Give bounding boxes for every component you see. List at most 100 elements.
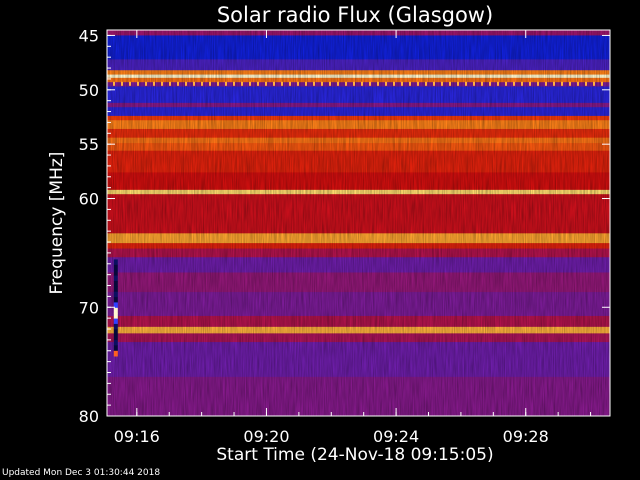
noise-texture [107, 30, 610, 416]
burst-seg-16 [113, 345, 118, 352]
x-tick-label-2: 09:24 [373, 427, 419, 446]
dot-7 [169, 81, 171, 86]
dot-16 [241, 81, 243, 86]
x-axis-ticks: 09:16 09:20 09:24 09:28 [114, 30, 592, 446]
dot-42 [449, 81, 451, 86]
dot-45 [473, 81, 475, 86]
dot-15 [233, 81, 235, 86]
plot-frame [106, 29, 611, 417]
dot-20 [273, 81, 275, 86]
dot-48 [497, 81, 499, 86]
dot-33 [377, 81, 379, 86]
dot-11 [201, 81, 203, 86]
dot-18 [257, 81, 259, 86]
y-tick-label-1: 50 [79, 81, 99, 100]
dot-32 [369, 81, 371, 86]
dot-44 [465, 81, 467, 86]
dot-12 [209, 81, 211, 86]
dot-61 [601, 81, 603, 86]
dot-55 [553, 81, 555, 86]
dot-60 [593, 81, 595, 86]
dot-6 [161, 81, 163, 86]
dot-49 [505, 81, 507, 86]
burst-seg-0 [113, 259, 118, 266]
dot-51 [521, 81, 523, 86]
dot-50 [513, 81, 515, 86]
dot-2 [129, 81, 131, 86]
radio-burst [113, 259, 118, 357]
dot-3 [137, 81, 139, 86]
dot-10 [193, 81, 195, 86]
dot-46 [481, 81, 483, 86]
dot-52 [529, 81, 531, 86]
burst-seg-1 [113, 264, 118, 271]
dot-53 [537, 81, 539, 86]
dot-38 [417, 81, 419, 86]
dot-36 [401, 81, 403, 86]
dot-22 [289, 81, 291, 86]
y-tick-label-3: 60 [79, 190, 99, 209]
y-tick-label-4: 70 [79, 298, 99, 317]
burst-seg-3 [113, 275, 118, 282]
dot-40 [433, 81, 435, 86]
dot-37 [409, 81, 411, 86]
dot-30 [353, 81, 355, 86]
dot-47 [489, 81, 491, 86]
burst-seg-8 [113, 302, 118, 309]
dot-17 [249, 81, 251, 86]
burst-seg-11 [113, 318, 118, 325]
dot-19 [265, 81, 267, 86]
burst-seg-5 [113, 286, 118, 292]
dot-4 [145, 81, 147, 86]
dot-9 [185, 81, 187, 86]
dot-43 [457, 81, 459, 86]
burst-seg-10 [113, 313, 118, 319]
y-tick-label-5: 80 [79, 407, 99, 426]
dot-5 [153, 81, 155, 86]
dot-24 [305, 81, 307, 86]
dot-29 [345, 81, 347, 86]
dot-27 [329, 81, 331, 86]
burst-seg-2 [113, 270, 118, 276]
dot-58 [577, 81, 579, 86]
update-timestamp: Updated Mon Dec 3 01:30:44 2018 [2, 468, 161, 478]
burst-seg-7 [113, 297, 118, 303]
dot-35 [393, 81, 395, 86]
burst-seg-6 [113, 291, 118, 298]
dot-39 [425, 81, 427, 86]
burst-seg-15 [113, 340, 118, 346]
dot-1 [121, 81, 123, 86]
dot-26 [321, 81, 323, 86]
burst-seg-4 [113, 280, 118, 287]
dot-14 [225, 81, 227, 86]
dot-41 [441, 81, 443, 86]
x-axis-label: Start Time (24-Nov-18 09:15:05) [216, 445, 493, 465]
y-tick-label-2: 55 [79, 135, 99, 154]
dot-13 [217, 81, 219, 86]
dot-34 [385, 81, 387, 86]
x-tick-label-3: 09:28 [503, 427, 549, 446]
periodic-dots [113, 81, 603, 86]
dot-23 [297, 81, 299, 86]
x-tick-label-0: 09:16 [114, 427, 160, 446]
y-axis-label: Frequency [MHz] [47, 152, 67, 295]
dot-8 [177, 81, 179, 86]
dot-31 [361, 81, 363, 86]
x-tick-label-1: 09:20 [243, 427, 289, 446]
dot-54 [545, 81, 547, 86]
burst-seg-9 [113, 307, 118, 314]
burst-seg-12 [113, 323, 118, 330]
dot-0 [113, 81, 115, 86]
dot-57 [569, 81, 571, 86]
plot-area [107, 30, 610, 416]
burst-seg-14 [113, 334, 118, 341]
burst-seg-17 [113, 350, 118, 357]
burst-seg-13 [113, 329, 118, 335]
dot-28 [337, 81, 339, 86]
y-axis-ticks: 45 50 55 60 70 80 [79, 26, 610, 426]
y-tick-label-0: 45 [79, 26, 99, 45]
dot-59 [585, 81, 587, 86]
chart-title: Solar radio Flux (Glasgow) [217, 3, 493, 27]
dot-21 [281, 81, 283, 86]
